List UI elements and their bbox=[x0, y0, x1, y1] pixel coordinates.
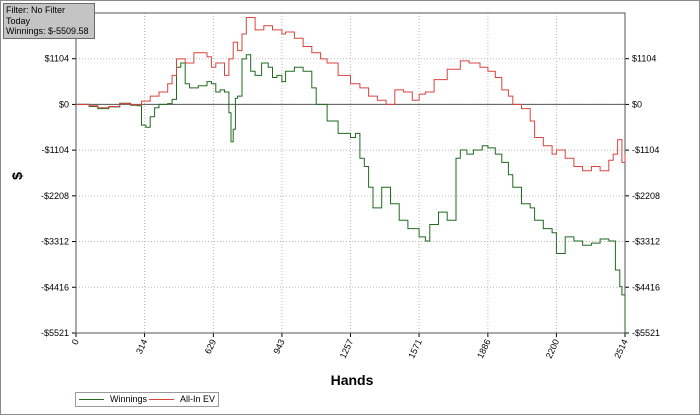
legend-swatch-winnings bbox=[79, 399, 104, 400]
y-tick-label-right: -$5521 bbox=[632, 328, 660, 338]
legend-swatch-all-in-ev bbox=[149, 399, 174, 400]
all-in-ev-line bbox=[76, 17, 626, 172]
y-tick-label-left: -$2208 bbox=[41, 191, 69, 201]
x-tick-label: 2514 bbox=[612, 338, 630, 360]
y-tick-label-right: $0 bbox=[632, 99, 642, 109]
y-tick-label-right: $1104 bbox=[632, 54, 656, 64]
x-tick-label: 2200 bbox=[544, 338, 562, 360]
y-tick-label-left: $1104 bbox=[45, 54, 69, 64]
y-tick-label-left: -$5521 bbox=[41, 328, 69, 338]
x-tick-label: 1886 bbox=[475, 338, 493, 360]
x-tick-label: 1571 bbox=[406, 338, 424, 360]
grid-lines bbox=[75, 13, 626, 334]
winnings-line bbox=[76, 54, 626, 333]
x-axis-title: Hands bbox=[331, 372, 374, 388]
y-tick-label-right: -$2208 bbox=[632, 191, 660, 201]
y-tick-label-right: -$4416 bbox=[632, 282, 660, 292]
winnings-total: Winnings: $-5509.58 bbox=[6, 26, 89, 36]
x-tick-label: 0 bbox=[70, 338, 81, 347]
x-tick-label: 629 bbox=[203, 338, 218, 356]
y-axis-title: $ bbox=[9, 172, 25, 180]
x-tick-label: 943 bbox=[271, 338, 286, 356]
period-label: Today bbox=[6, 15, 31, 26]
y-tick-label-left: $0 bbox=[59, 99, 69, 109]
plot-area-border bbox=[75, 12, 626, 334]
series-group bbox=[76, 17, 626, 333]
legend: Winnings All-In EV bbox=[75, 392, 219, 407]
y-tick-label-left: -$1104 bbox=[42, 145, 69, 155]
y-tick-label-left: -$3312 bbox=[41, 237, 69, 247]
filter-label: Filter: No Filter bbox=[6, 5, 66, 15]
x-tick-label: 1257 bbox=[338, 338, 356, 360]
legend-label-winnings: Winnings bbox=[110, 394, 148, 404]
legend-label-all-in-ev: All-In EV bbox=[180, 394, 216, 404]
info-box: Filter: No Filter Today Winnings: $-5509… bbox=[3, 3, 95, 39]
y-tick-label-left: -$4416 bbox=[41, 282, 69, 292]
x-tick-label: 314 bbox=[134, 338, 149, 356]
y-tick-label-right: -$1104 bbox=[632, 145, 659, 155]
y-tick-label-right: -$3312 bbox=[632, 237, 660, 247]
